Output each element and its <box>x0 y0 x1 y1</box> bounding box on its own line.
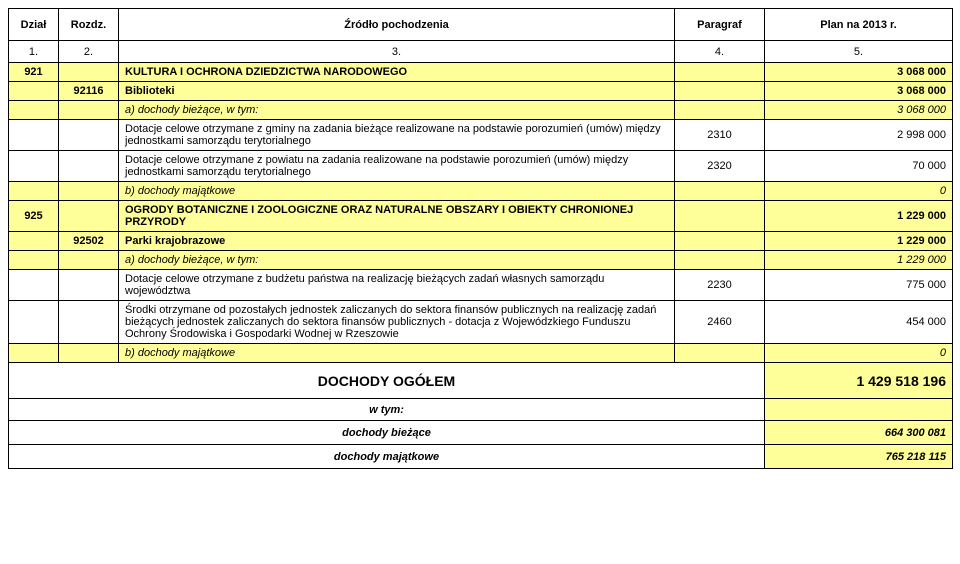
cell-wtym: w tym: <box>9 399 765 421</box>
cell-total-value: 1 429 518 196 <box>765 363 953 399</box>
cell-921-plan: 3 068 000 <box>765 63 953 82</box>
row-921: 921 KULTURA I OCHRONA DZIEDZICTWA NARODO… <box>9 63 953 82</box>
cell-92116d2-title: Dotacje celowe otrzymane z powiatu na za… <box>119 151 675 182</box>
cell-92116-plan: 3 068 000 <box>765 82 953 101</box>
hdr-zrodlo: Źródło pochodzenia <box>119 9 675 41</box>
cell-92116d1-par: 2310 <box>675 120 765 151</box>
cell-maj-label: dochody majątkowe <box>9 445 765 469</box>
cell-92116d1-rozdz <box>59 120 119 151</box>
cell-92502d2-title: Środki otrzymane od pozostałych jednoste… <box>119 301 675 344</box>
cell-92116b-dzial <box>9 182 59 201</box>
cell-92502-title: Parki krajobrazowe <box>119 232 675 251</box>
coln-3: 3. <box>119 41 675 63</box>
cell-biez-value: 664 300 081 <box>765 421 953 445</box>
cell-925-title: OGRODY BOTANICZNE I ZOOLOGICZNE ORAZ NAT… <box>119 201 675 232</box>
cell-92502a-rozdz <box>59 251 119 270</box>
cell-92502d1-rozdz <box>59 270 119 301</box>
cell-92116-rozdz: 92116 <box>59 82 119 101</box>
cell-92116d2-par: 2320 <box>675 151 765 182</box>
row-92116-b: b) dochody majątkowe 0 <box>9 182 953 201</box>
cell-92502d1-par: 2230 <box>675 270 765 301</box>
cell-92502d1-title: Dotacje celowe otrzymane z budżetu państ… <box>119 270 675 301</box>
cell-92502d2-dzial <box>9 301 59 344</box>
cell-92116a-rozdz <box>59 101 119 120</box>
hdr-rozdz: Rozdz. <box>59 9 119 41</box>
row-92502: 92502 Parki krajobrazowe 1 229 000 <box>9 232 953 251</box>
cell-92502a-dzial <box>9 251 59 270</box>
cell-92502d2-plan: 454 000 <box>765 301 953 344</box>
cell-92502-rozdz: 92502 <box>59 232 119 251</box>
cell-92502b-plan: 0 <box>765 344 953 363</box>
cell-92116d2-dzial <box>9 151 59 182</box>
cell-92116-dzial <box>9 82 59 101</box>
cell-92116d1-dzial <box>9 120 59 151</box>
row-92502-d2: Środki otrzymane od pozostałych jednoste… <box>9 301 953 344</box>
row-majatkowe: dochody majątkowe 765 218 115 <box>9 445 953 469</box>
cell-92502b-par <box>675 344 765 363</box>
row-92502-b: b) dochody majątkowe 0 <box>9 344 953 363</box>
cell-92502a-title: a) dochody bieżące, w tym: <box>119 251 675 270</box>
row-92502-a: a) dochody bieżące, w tym: 1 229 000 <box>9 251 953 270</box>
row-92116-d1: Dotacje celowe otrzymane z gminy na zada… <box>9 120 953 151</box>
cell-92116a-dzial <box>9 101 59 120</box>
cell-92502-par <box>675 232 765 251</box>
coln-2: 2. <box>59 41 119 63</box>
cell-92116a-par <box>675 101 765 120</box>
row-92116-a: a) dochody bieżące, w tym: 3 068 000 <box>9 101 953 120</box>
cell-925-plan: 1 229 000 <box>765 201 953 232</box>
row-925: 925 OGRODY BOTANICZNE I ZOOLOGICZNE ORAZ… <box>9 201 953 232</box>
coln-5: 5. <box>765 41 953 63</box>
cell-92502b-rozdz <box>59 344 119 363</box>
cell-92116a-plan: 3 068 000 <box>765 101 953 120</box>
budget-table: Dział Rozdz. Źródło pochodzenia Paragraf… <box>8 8 953 469</box>
cell-92116d1-title: Dotacje celowe otrzymane z gminy na zada… <box>119 120 675 151</box>
cell-92502-dzial <box>9 232 59 251</box>
cell-92116d1-plan: 2 998 000 <box>765 120 953 151</box>
cell-921-par <box>675 63 765 82</box>
cell-92502a-par <box>675 251 765 270</box>
coln-4: 4. <box>675 41 765 63</box>
row-total: DOCHODY OGÓŁEM 1 429 518 196 <box>9 363 953 399</box>
cell-925-rozdz <box>59 201 119 232</box>
cell-92116b-title: b) dochody majątkowe <box>119 182 675 201</box>
cell-92502a-plan: 1 229 000 <box>765 251 953 270</box>
row-92116: 92116 Biblioteki 3 068 000 <box>9 82 953 101</box>
cell-921-title: KULTURA I OCHRONA DZIEDZICTWA NARODOWEGO <box>119 63 675 82</box>
hdr-plan: Plan na 2013 r. <box>765 9 953 41</box>
cell-92502d1-plan: 775 000 <box>765 270 953 301</box>
row-92116-d2: Dotacje celowe otrzymane z powiatu na za… <box>9 151 953 182</box>
cell-92502d1-dzial <box>9 270 59 301</box>
cell-92116b-rozdz <box>59 182 119 201</box>
cell-92502b-title: b) dochody majątkowe <box>119 344 675 363</box>
cell-92502d2-par: 2460 <box>675 301 765 344</box>
cell-921-dzial: 921 <box>9 63 59 82</box>
cell-92116-title: Biblioteki <box>119 82 675 101</box>
cell-92502b-dzial <box>9 344 59 363</box>
row-biezace: dochody bieżące 664 300 081 <box>9 421 953 445</box>
cell-92116d2-plan: 70 000 <box>765 151 953 182</box>
column-number-row: 1. 2. 3. 4. 5. <box>9 41 953 63</box>
cell-925-dzial: 925 <box>9 201 59 232</box>
hdr-dzial: Dział <box>9 9 59 41</box>
cell-92502-plan: 1 229 000 <box>765 232 953 251</box>
coln-1: 1. <box>9 41 59 63</box>
cell-wtym-blank <box>765 399 953 421</box>
cell-total-label: DOCHODY OGÓŁEM <box>9 363 765 399</box>
hdr-paragraf: Paragraf <box>675 9 765 41</box>
cell-92116a-title: a) dochody bieżące, w tym: <box>119 101 675 120</box>
cell-921-rozdz <box>59 63 119 82</box>
cell-92116d2-rozdz <box>59 151 119 182</box>
header-row: Dział Rozdz. Źródło pochodzenia Paragraf… <box>9 9 953 41</box>
cell-92116b-par <box>675 182 765 201</box>
row-wtym: w tym: <box>9 399 953 421</box>
row-92502-d1: Dotacje celowe otrzymane z budżetu państ… <box>9 270 953 301</box>
cell-92116-par <box>675 82 765 101</box>
cell-92502d2-rozdz <box>59 301 119 344</box>
cell-maj-value: 765 218 115 <box>765 445 953 469</box>
cell-925-par <box>675 201 765 232</box>
cell-92116b-plan: 0 <box>765 182 953 201</box>
cell-biez-label: dochody bieżące <box>9 421 765 445</box>
